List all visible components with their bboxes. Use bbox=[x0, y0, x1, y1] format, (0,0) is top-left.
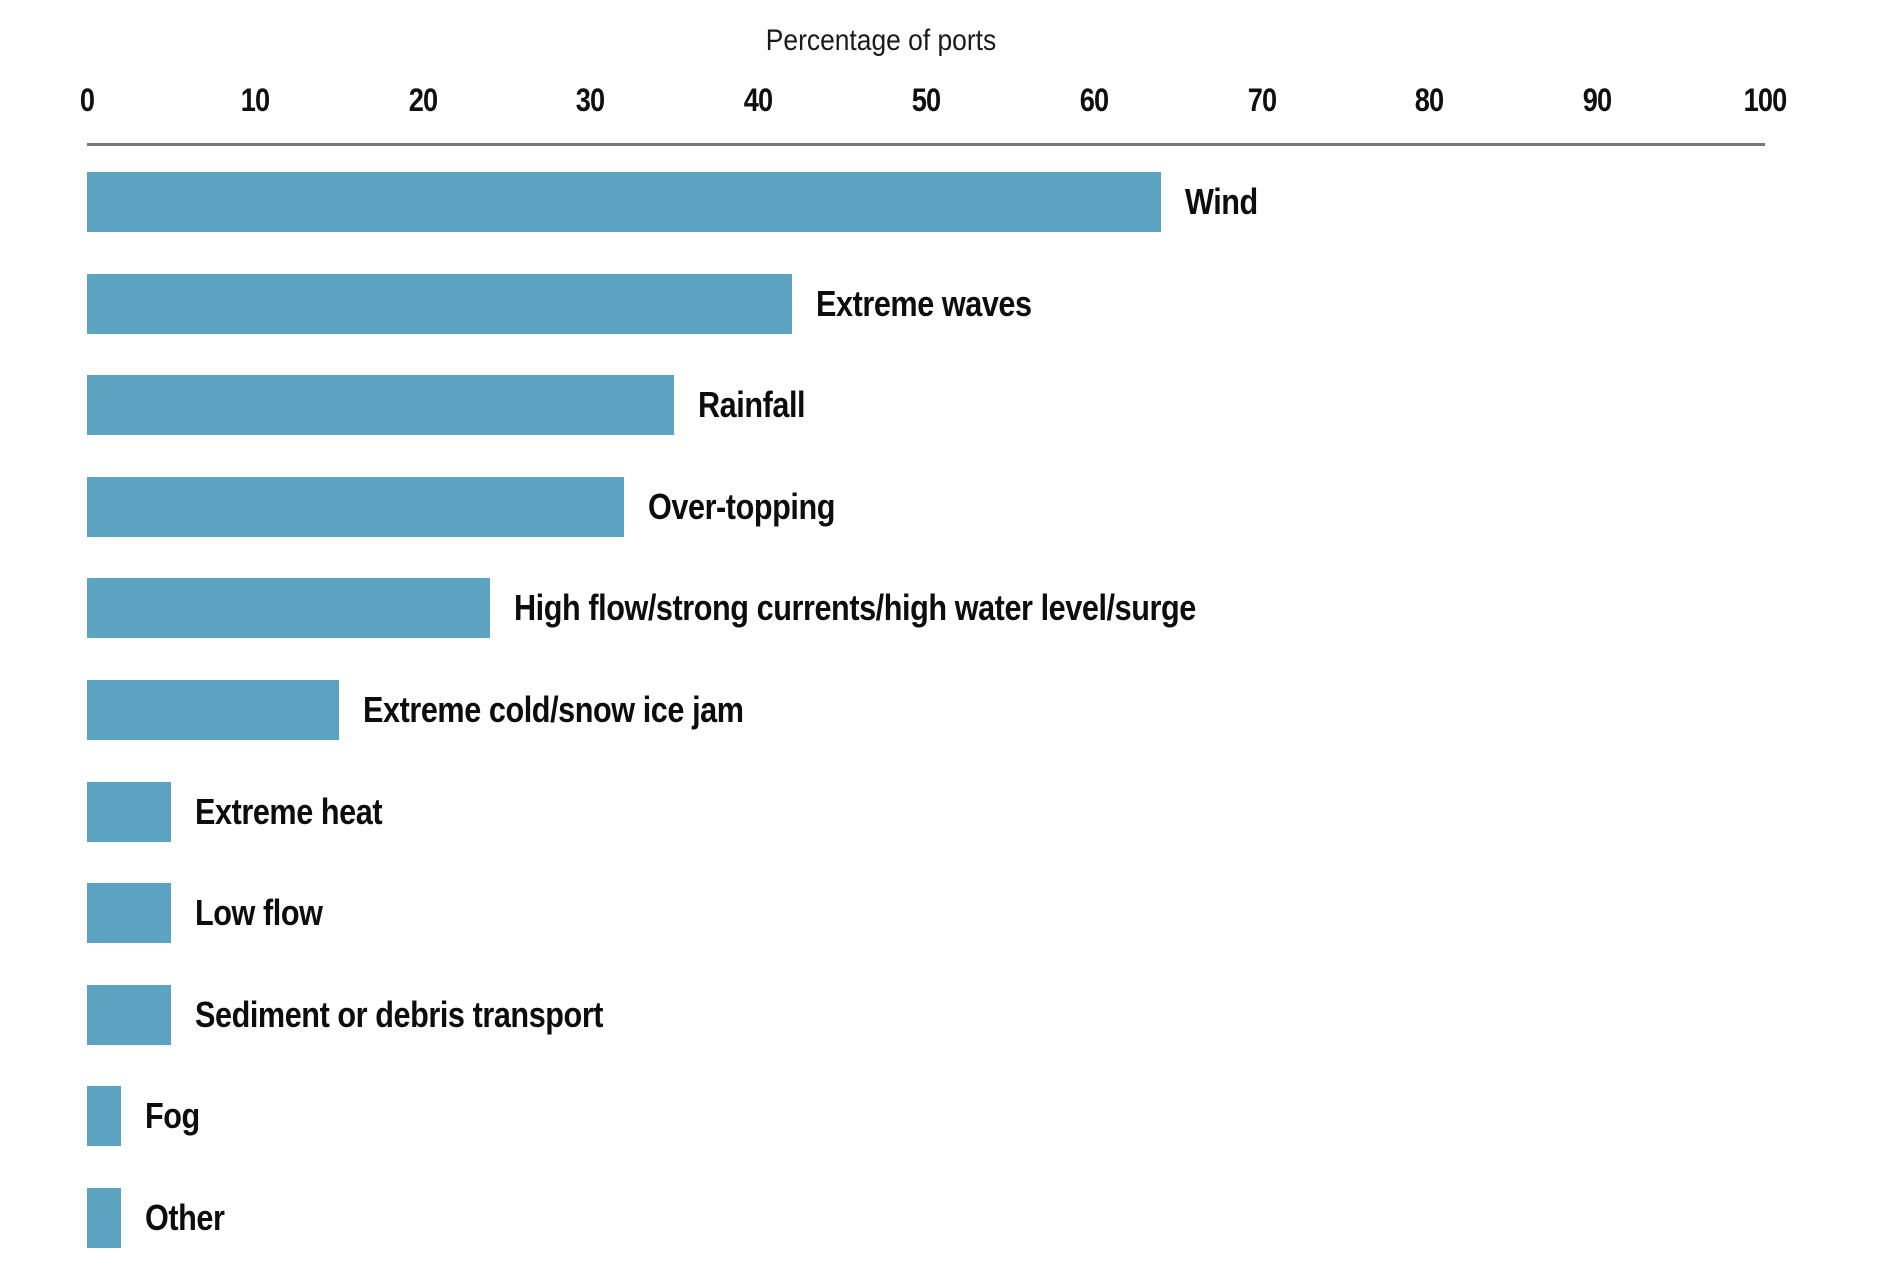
bar bbox=[87, 883, 171, 943]
bar bbox=[87, 1188, 121, 1248]
bar-row: Low flow bbox=[87, 883, 345, 943]
bar-label: Extreme waves bbox=[816, 283, 1032, 324]
x-axis-tick-label: 30 bbox=[576, 82, 605, 118]
bar-row: Fog bbox=[87, 1086, 209, 1146]
bar-label: Low flow bbox=[195, 892, 323, 933]
bar bbox=[87, 375, 674, 435]
bar-row: Sediment or debris transport bbox=[87, 985, 675, 1045]
x-axis-tick-label: 70 bbox=[1247, 82, 1276, 118]
x-axis-tick-label: 50 bbox=[911, 82, 941, 118]
x-axis-line bbox=[87, 143, 1765, 146]
bar bbox=[87, 680, 339, 740]
bar-label: High flow/strong currents/high water lev… bbox=[514, 587, 1196, 628]
bar-label: Extreme heat bbox=[195, 791, 383, 832]
bar-row: Wind bbox=[87, 172, 1271, 232]
x-axis-tick-label: 100 bbox=[1743, 82, 1788, 118]
x-axis-tick-label: 80 bbox=[1415, 82, 1444, 118]
bar-row: Over-topping bbox=[87, 477, 868, 537]
x-axis-tick-label: 40 bbox=[743, 82, 773, 118]
bar-row: Extreme heat bbox=[87, 782, 415, 842]
bar bbox=[87, 274, 792, 334]
x-axis-tick-label: 90 bbox=[1582, 82, 1612, 118]
bar bbox=[87, 1086, 121, 1146]
bar-label: Extreme cold/snow ice jam bbox=[363, 689, 744, 730]
bar-label: Other bbox=[145, 1197, 225, 1238]
bar bbox=[87, 172, 1161, 232]
bar bbox=[87, 578, 490, 638]
bar-label: Sediment or debris transport bbox=[195, 994, 604, 1035]
bar bbox=[87, 477, 624, 537]
bar-row: Extreme waves bbox=[87, 274, 1070, 334]
bar-label: Fog bbox=[145, 1095, 200, 1136]
bar-label: Over-topping bbox=[648, 486, 835, 527]
chart-title: Percentage of ports bbox=[765, 24, 997, 57]
bar-label: Wind bbox=[1185, 181, 1258, 222]
bar-row: Rainfall bbox=[87, 375, 824, 435]
x-axis-tick-label: 20 bbox=[408, 82, 437, 118]
bar-row: Extreme cold/snow ice jam bbox=[87, 680, 811, 740]
x-axis-tick-label: 60 bbox=[1079, 82, 1109, 118]
bar-label: Rainfall bbox=[698, 384, 806, 425]
bar-row: High flow/strong currents/high water lev… bbox=[87, 578, 1316, 638]
x-axis-tick-label: 0 bbox=[79, 82, 95, 118]
bar bbox=[87, 782, 171, 842]
bar bbox=[87, 985, 171, 1045]
x-axis-tick-label: 10 bbox=[240, 82, 270, 118]
bar-row: Other bbox=[87, 1188, 239, 1248]
